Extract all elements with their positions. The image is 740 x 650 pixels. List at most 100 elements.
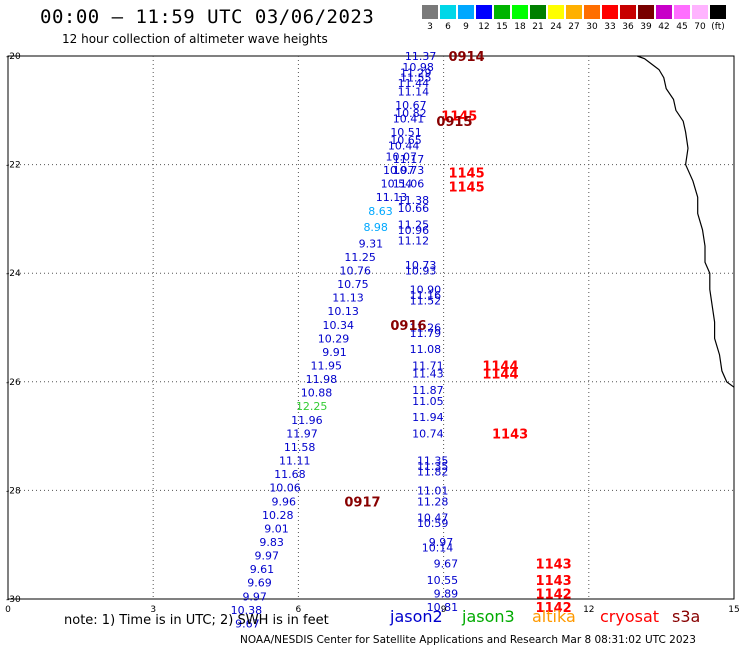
mission-legend-item: jason3: [462, 607, 515, 626]
wave-height-label: 11.44: [398, 77, 430, 90]
wave-height-label: 11.08: [410, 343, 442, 356]
wave-height-label: 9.67: [434, 558, 459, 571]
wave-height-label: 11.37: [405, 50, 437, 63]
wave-height-label: 10.96: [398, 224, 430, 237]
wave-height-label: 11.43: [412, 368, 444, 381]
wave-height-label: 11.25: [398, 218, 430, 231]
wave-height-label: 11.35: [417, 455, 449, 468]
pass-time-label: 0917: [344, 495, 380, 510]
color-scale-label: 70: [694, 22, 706, 32]
wave-height-label: 9.01: [264, 522, 289, 535]
y-tick-label: -26: [6, 378, 21, 388]
wave-height-label: 10.47: [417, 512, 449, 525]
color-scale-label: 3: [427, 22, 433, 32]
pass-time-label: 1143: [492, 427, 528, 442]
color-scale-label: 9: [463, 22, 469, 32]
pass-time-label: 1143: [536, 558, 572, 573]
wave-height-label: 11.11: [279, 455, 311, 468]
color-scale-swatch: [422, 5, 438, 19]
color-scale-swatch: [512, 5, 528, 19]
wave-height-label: 11.79: [410, 327, 442, 340]
credit-line: NOAA/NESDIS Center for Satellite Applica…: [240, 634, 696, 646]
wave-height-label: 10.38: [231, 604, 263, 617]
wave-height-label: 9.89: [434, 588, 459, 601]
y-tick-label: -24: [6, 269, 21, 279]
y-tick-label: -30: [6, 595, 21, 605]
color-scale-swatch: [620, 5, 636, 19]
x-tick-label: 3: [150, 605, 156, 615]
mission-legend-item: jason2: [390, 607, 443, 626]
wave-height-label: 10.76: [340, 264, 372, 277]
wave-height-label: 9.91: [322, 346, 347, 359]
wave-height-label: 10.06: [269, 482, 301, 495]
color-scale-swatch: [656, 5, 672, 19]
x-tick-label: 9: [441, 605, 447, 615]
color-scale-label: 21: [532, 22, 544, 32]
wave-height-label: 9.69: [247, 577, 272, 590]
mission-legend-item: s3a: [672, 607, 701, 626]
wave-height-label: 10.74: [412, 427, 444, 440]
wave-height-label: 8.63: [368, 205, 393, 218]
x-tick-label: 12: [583, 605, 594, 615]
color-scale-swatch: [710, 5, 726, 19]
wave-height-label: 11.95: [310, 360, 342, 373]
wave-height-label: 12.25: [296, 400, 328, 413]
wave-height-label: 10.41: [393, 112, 425, 125]
coastline: [636, 55, 735, 388]
wave-height-label: 9.97: [242, 590, 267, 603]
wave-height-label: 11.94: [412, 411, 444, 424]
wave-height-label: 10.93: [405, 264, 437, 277]
color-scale-label: 42: [658, 22, 670, 32]
pass-time-label: 0914: [448, 50, 484, 65]
wave-height-label: 11.98: [306, 373, 338, 386]
wave-height-label: 10.14: [422, 541, 454, 554]
wave-height-label: 10.81: [427, 601, 459, 614]
wave-height-label: 9.31: [359, 237, 384, 250]
wave-height-label: 11.58: [284, 441, 316, 454]
wave-height-label: 11.06: [393, 178, 425, 191]
pass-time-label: 0915: [436, 115, 472, 130]
wave-height-label: 9.97: [255, 550, 280, 563]
color-scale-swatch: [476, 5, 492, 19]
wave-height-label: 11.05: [412, 395, 444, 408]
wave-height-label: 8.98: [363, 221, 388, 234]
page-title: 00:00 – 11:59 UTC 03/06/2023: [40, 6, 375, 28]
wave-height-label: 9.96: [271, 495, 296, 508]
wave-height-label: 10.28: [262, 509, 294, 522]
mission-legend-item: altika: [532, 607, 576, 626]
wave-height-label: 11.14: [398, 85, 430, 98]
x-tick-label: 15: [728, 605, 739, 615]
y-tick-label: -22: [6, 161, 21, 171]
wave-height-label: 9.61: [250, 563, 275, 576]
wave-height-label: 11.71: [412, 360, 444, 373]
color-scale-label: 36: [622, 22, 634, 32]
color-scale-swatch: [602, 5, 618, 19]
wave-height-label: 9.97: [429, 536, 454, 549]
color-scale-label: 39: [640, 22, 652, 32]
wave-height-label: 10.13: [327, 305, 359, 318]
wave-height-label: 10.90: [410, 283, 442, 296]
color-scale-label: 6: [445, 22, 451, 32]
wave-height-label: 11.28: [417, 495, 449, 508]
y-tick-label: -28: [6, 486, 21, 496]
wave-height-label: 11.87: [412, 384, 444, 397]
color-scale-label: 45: [676, 22, 688, 32]
mission-legend-item: cryosat: [600, 607, 660, 626]
plot-frame: [7, 55, 735, 600]
wave-height-label: 11.29: [400, 66, 432, 79]
color-scale-swatch: [692, 5, 708, 19]
pass-time-label: 1144: [482, 368, 518, 383]
x-tick-label: 6: [296, 605, 302, 615]
wave-height-label: 10.29: [318, 332, 350, 345]
wave-height-label: 10.67: [395, 99, 427, 112]
wave-height-label: 10.55: [427, 574, 459, 587]
wave-height-label: 10.44: [388, 140, 420, 153]
wave-height-label: 11.35: [417, 460, 449, 473]
wave-height-label: 10.97: [383, 164, 415, 177]
color-scale-swatch: [566, 5, 582, 19]
color-scale-swatch: [584, 5, 600, 19]
wave-height-label: 10.82: [395, 107, 427, 120]
color-scale-label: (ft): [711, 22, 725, 32]
wave-height-label: 11.55: [400, 72, 432, 85]
wave-height-label: 11.38: [398, 194, 430, 207]
